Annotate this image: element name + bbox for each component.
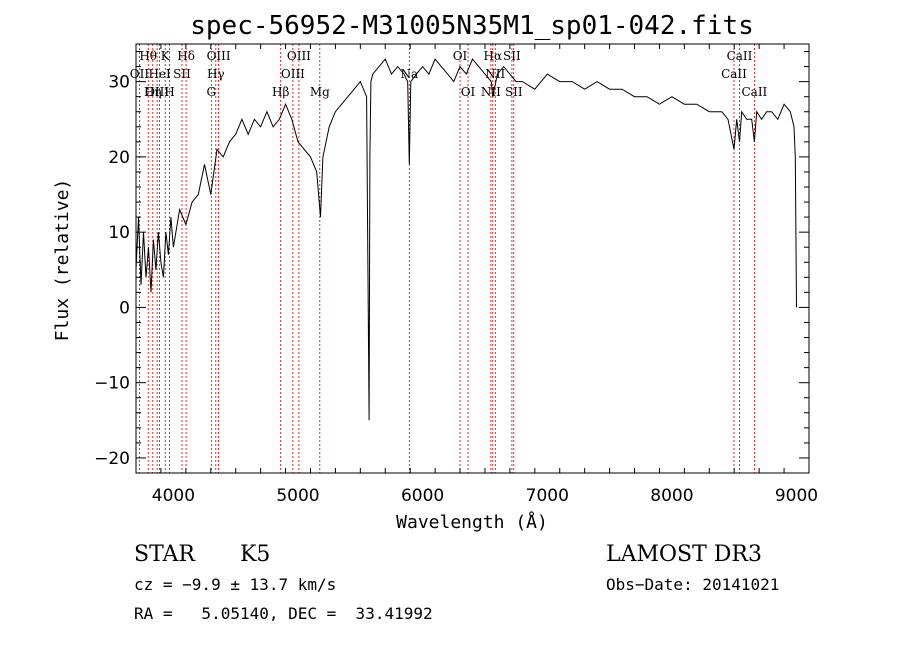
spectral-line-label: OIII [287, 49, 311, 63]
spectral-line-label: OI [461, 85, 476, 99]
spectral-line-label: Mg [310, 85, 330, 99]
axis-ticks [135, 44, 810, 473]
spectral-line-label: NII [485, 67, 505, 81]
spectrum-series-line [135, 58, 797, 421]
spectral-line-label: SII [503, 49, 521, 63]
object-class: STAR [134, 542, 196, 567]
x-tick-label: 9000 [775, 486, 818, 506]
spectral-line-label: SII [505, 85, 523, 99]
y-axis-title: Flux (relative) [52, 179, 73, 342]
spectral-line-label: Hα [484, 49, 503, 63]
spectral-line-label: OIII [207, 49, 231, 63]
y-tick-label: −10 [94, 374, 130, 394]
spectral-line-label: Na [400, 67, 418, 81]
spectral-line-label: OIII [145, 85, 169, 99]
y-tick-label: 10 [108, 223, 130, 243]
spectral-line-label: SII [173, 67, 191, 81]
spectral-line-label: OI [453, 49, 468, 63]
spectral-line-label: G [207, 85, 217, 99]
plot-frame [135, 43, 810, 474]
spectral-line-label: Hγ [207, 67, 225, 81]
spectral-line-label: Hθ [139, 49, 157, 63]
observation-date: Obs−Date: 20141021 [606, 575, 779, 594]
survey-name: LAMOST DR3 [606, 542, 762, 567]
spectral-line-label: K [161, 49, 171, 63]
spectral-line-label: CaII [721, 67, 747, 81]
y-tick-label: 30 [108, 73, 130, 93]
redshift-velocity: cz = −9.9 ± 13.7 km/s [134, 575, 336, 594]
spectral-line-label: Hδ [177, 49, 195, 63]
spectral-line-label: Hη [144, 85, 162, 99]
spectral-line-markers [138, 44, 755, 473]
chart-title: spec-56952-M31005N35M1_sp01-042.fits [190, 11, 754, 41]
y-tick-label: 20 [108, 148, 130, 168]
spectral-line-label: OII [130, 67, 150, 81]
y-tick-label: 0 [119, 298, 130, 318]
x-tick-label: 8000 [650, 486, 693, 506]
spectral-line-label: Hβ [272, 85, 289, 99]
x-tick-label: 6000 [401, 486, 444, 506]
spectral-line-label: H [164, 85, 174, 99]
x-tick-labels: 4000 5000 6000 7000 8000 9000 [152, 486, 818, 506]
y-tick-label: −20 [94, 449, 130, 469]
spectral-line-label: NII [481, 85, 501, 99]
y-tick-labels: −20 −10 0 10 20 30 [94, 73, 130, 469]
spectral-line-label: CaII [727, 49, 753, 63]
object-subclass: K5 [240, 542, 270, 567]
x-tick-label: 5000 [276, 486, 319, 506]
x-tick-label: 4000 [152, 486, 195, 506]
x-axis-title: Wavelength (Å) [396, 511, 548, 533]
coordinates: RA = 5.05140, DEC = 33.41992 [134, 604, 433, 623]
spectral-line-label: HeI [148, 67, 171, 81]
spectral-line-label: OIII [281, 67, 305, 81]
spectral-line-label: CaII [741, 85, 767, 99]
x-tick-label: 7000 [526, 486, 569, 506]
